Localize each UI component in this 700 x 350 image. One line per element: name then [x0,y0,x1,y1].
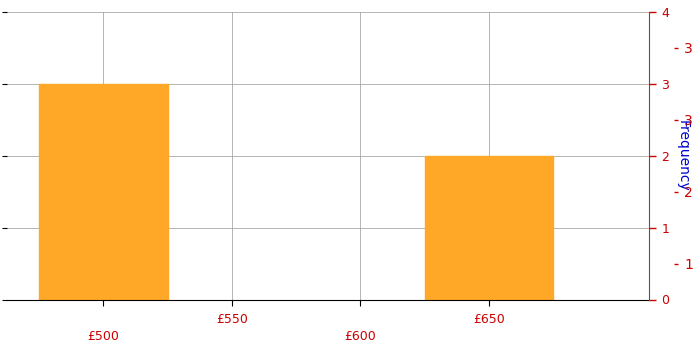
Text: £600: £600 [344,330,376,343]
Text: £500: £500 [88,330,119,343]
Text: £650: £650 [473,313,505,327]
Bar [39,84,167,300]
Y-axis label: Frequency: Frequency [676,120,690,191]
Text: £550: £550 [216,313,248,327]
Bar [425,156,553,300]
